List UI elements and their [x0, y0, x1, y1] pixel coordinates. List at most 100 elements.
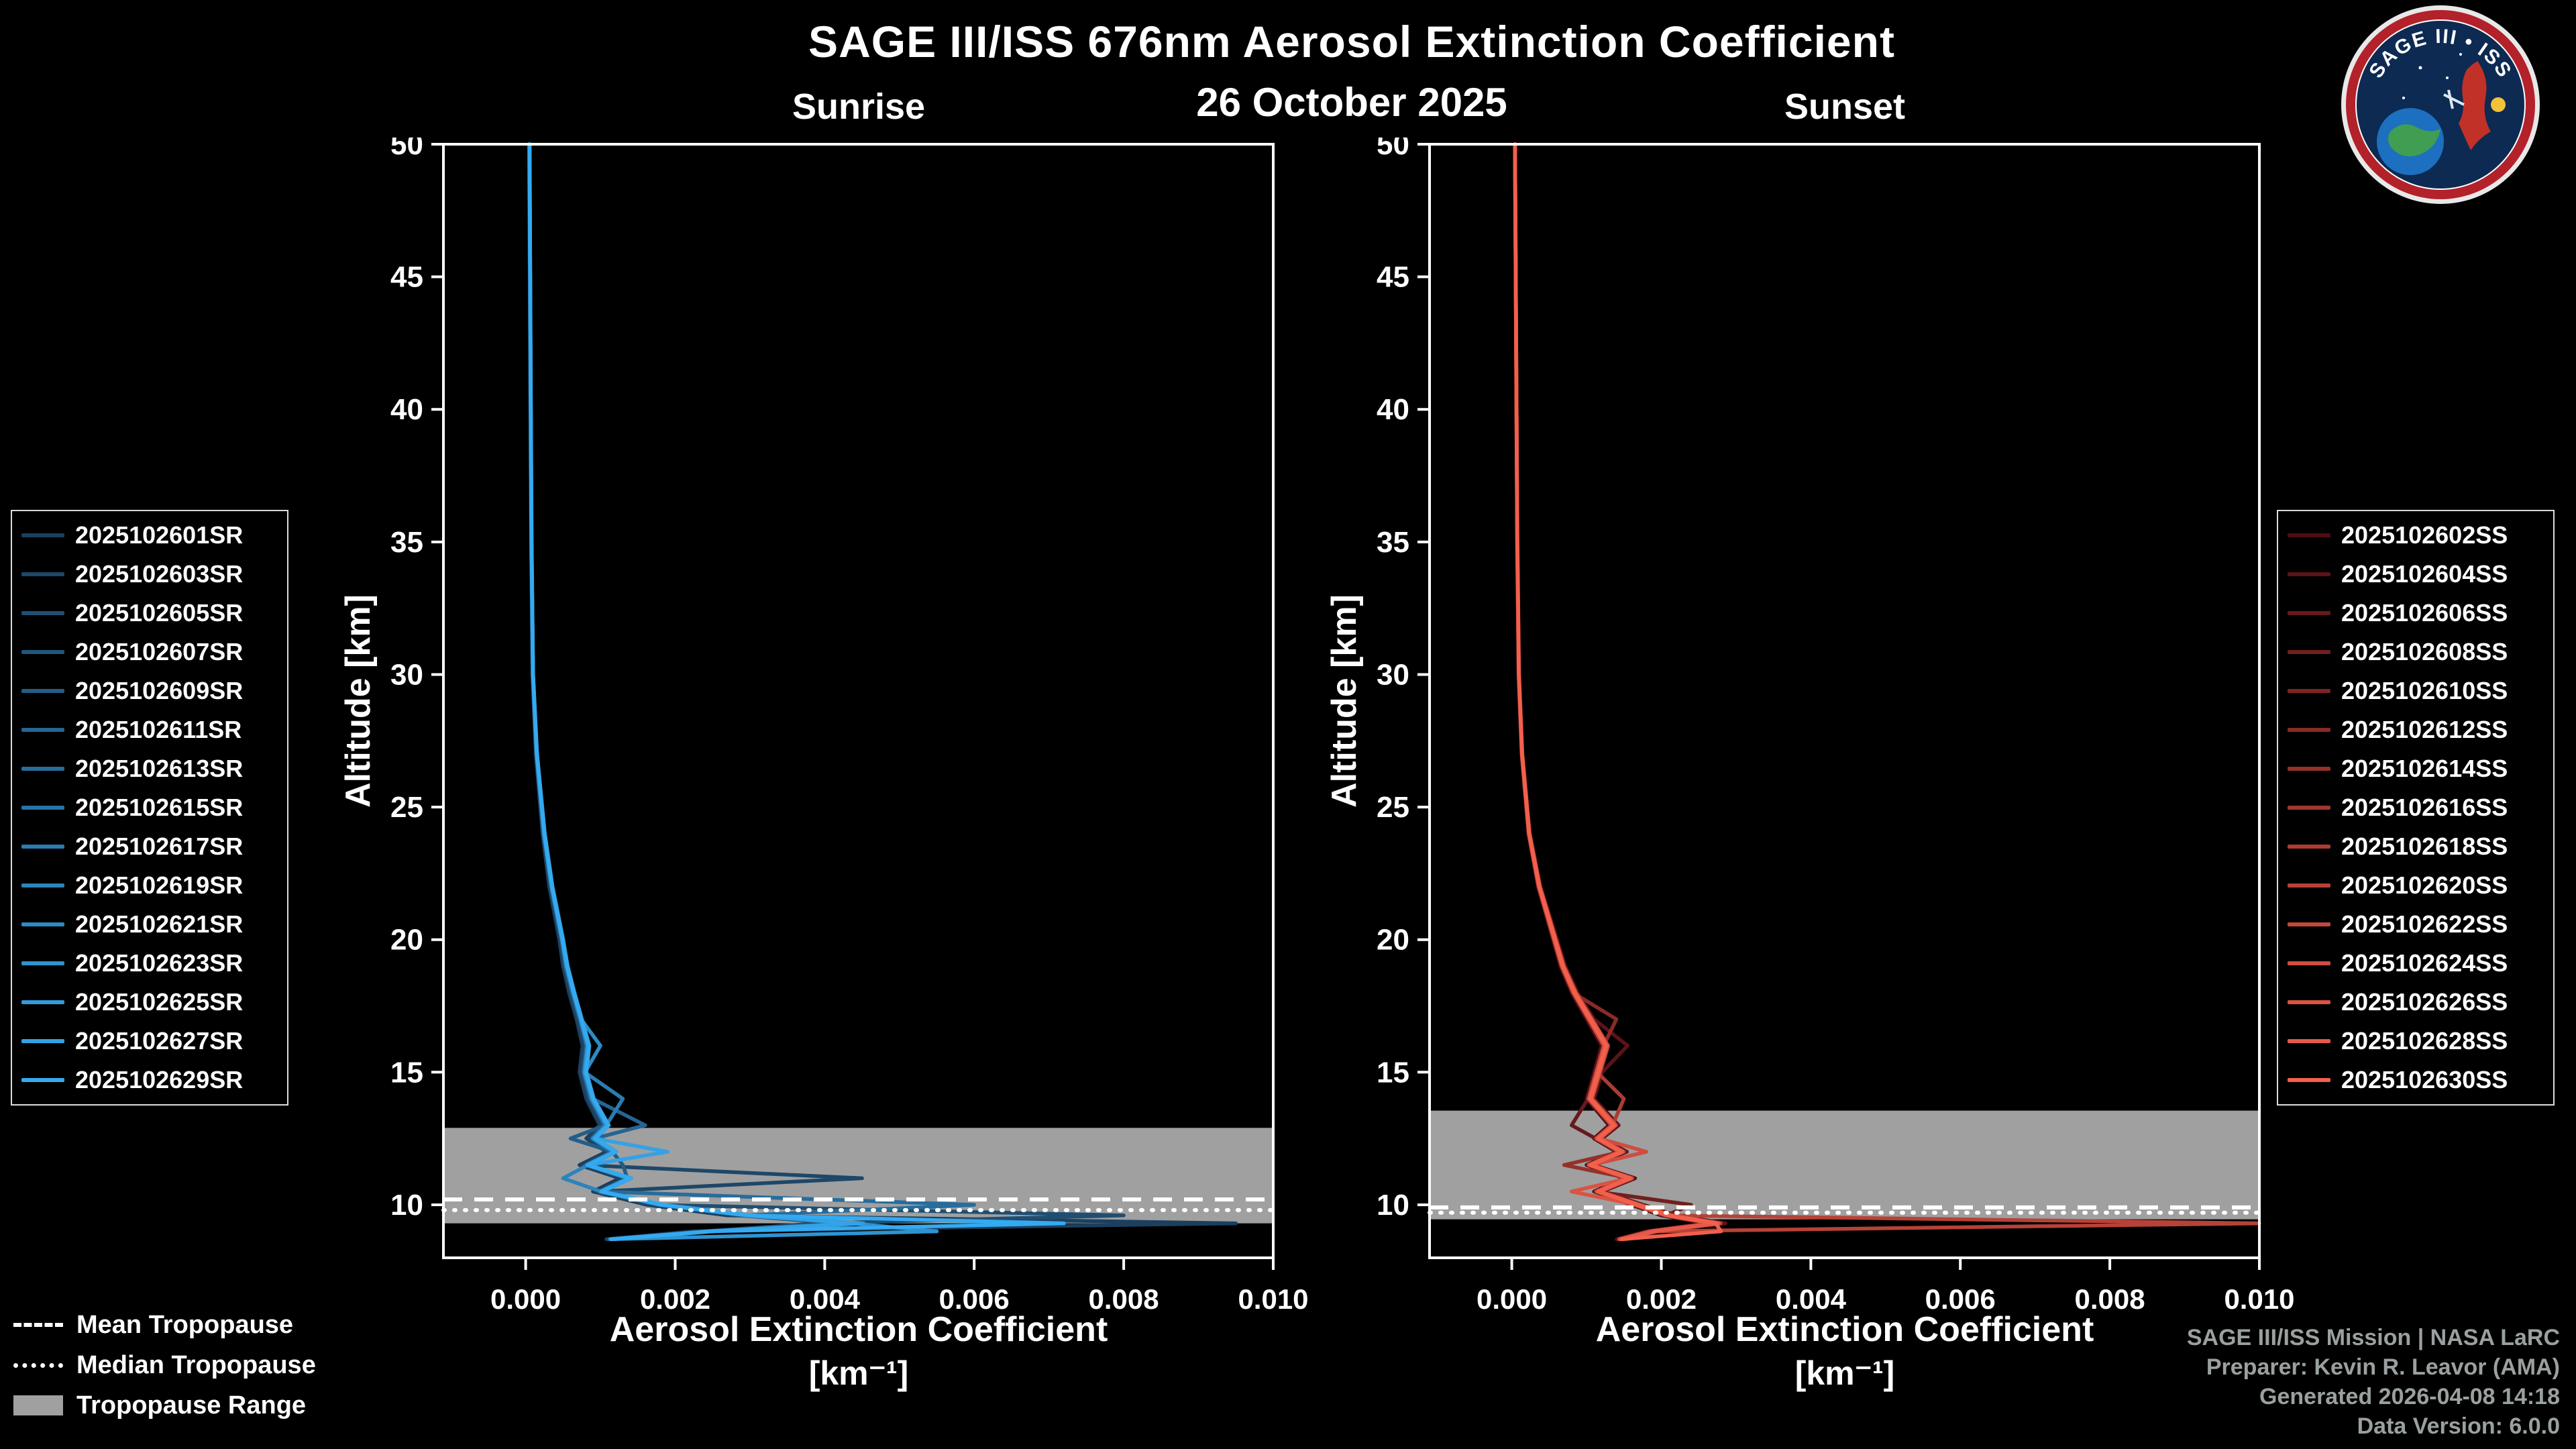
- legend-label: 2025102619SR: [75, 871, 244, 899]
- plot-border: [442, 143, 1275, 1259]
- profile-2025102614SS: [1513, 142, 1717, 1242]
- y-tick-label: 30: [1377, 659, 1409, 692]
- legend-item: 2025102630SS: [2288, 1066, 2544, 1093]
- legend-line-swatch: [21, 572, 64, 576]
- logo-sun: [2491, 97, 2506, 112]
- profile-2025102609SR: [527, 142, 849, 1242]
- gray-band-swatch: [13, 1395, 63, 1415]
- y-tick-label: 50: [390, 138, 423, 161]
- legend-line-swatch: [21, 728, 64, 732]
- legend-line-swatch: [21, 845, 64, 849]
- legend-line-swatch: [21, 650, 64, 654]
- legend-item: 2025102616SS: [2288, 794, 2544, 821]
- profile-2025102628SS: [1513, 142, 1721, 1242]
- profile-2025102618SS: [1513, 142, 1715, 1242]
- sunrise-subtitle: Sunrise: [792, 87, 926, 127]
- legend-line-swatch: [2288, 611, 2330, 615]
- legend-item: 2025102610SS: [2288, 677, 2544, 704]
- profile-2025102616SS: [1513, 142, 1723, 1242]
- legend-label: 2025102615SR: [75, 794, 244, 821]
- legend-label: 2025102628SS: [2341, 1027, 2508, 1055]
- legend-item: 2025102608SS: [2288, 638, 2544, 665]
- sunrise-x-axis-label: Aerosol Extinction Coefficient: [609, 1310, 1108, 1349]
- legend-item: 2025102621SR: [21, 910, 278, 938]
- legend-label: 2025102606SS: [2341, 599, 2508, 627]
- legend-item: 2025102615SR: [21, 794, 278, 821]
- logo-inner-ring: [2355, 19, 2526, 190]
- plot-border: [1428, 143, 2261, 1259]
- legend-item: 2025102628SS: [2288, 1027, 2544, 1055]
- median-tropopause-label: Median Tropopause: [76, 1350, 316, 1379]
- sunrise-chart: 10 15 20 25 30 35 40 45 50 0.000 0.002 0.004 0.006 0.…: [390, 138, 1309, 1315]
- profile-2025102608SS: [1513, 142, 1714, 1242]
- x-tick-label: 0.010: [2224, 1283, 2294, 1315]
- footer-mission-line: SAGE III/ISS Mission | NASA LaRC: [2186, 1325, 2560, 1350]
- y-tick-label: 35: [390, 526, 423, 559]
- y-tick-label: 45: [390, 261, 423, 294]
- x-tick-label: 0.008: [1089, 1283, 1159, 1315]
- legend-label: 2025102610SS: [2341, 677, 2508, 704]
- legend-label: 2025102616SS: [2341, 794, 2508, 821]
- logo-iss: [2443, 89, 2465, 109]
- legend-line-swatch: [21, 1039, 64, 1043]
- legend-line-swatch: [2288, 650, 2330, 654]
- legend-label: 2025102626SS: [2341, 988, 2508, 1016]
- legend-line-swatch: [2288, 1078, 2330, 1082]
- sunset-x-axis-units: [km⁻¹]: [1794, 1354, 1895, 1392]
- legend-line-swatch: [21, 1078, 64, 1082]
- legend-line-swatch: [2288, 1000, 2330, 1004]
- y-tick-label: 25: [390, 791, 423, 824]
- mean-tropopause-label: Mean Tropopause: [76, 1310, 294, 1339]
- tropopause-range-band: [1430, 1110, 2259, 1220]
- legend-label: 2025102613SR: [75, 755, 244, 782]
- profile-2025102610SS: [1513, 142, 1718, 1242]
- legend-label: 2025102630SS: [2341, 1066, 2508, 1093]
- sunrise-y-axis-label: Altitude [km]: [339, 594, 378, 808]
- footer-preparer-line: Preparer: Kevin R. Leavor (AMA): [2206, 1354, 2560, 1380]
- legend-item: 2025102609SR: [21, 677, 278, 704]
- y-tick-label: 30: [390, 659, 423, 692]
- legend-label: 2025102625SR: [75, 988, 244, 1016]
- y-tick-label: 45: [1377, 261, 1409, 294]
- legend-line-swatch: [2288, 767, 2330, 771]
- y-tick-label: 40: [1377, 393, 1409, 426]
- legend-line-swatch: [21, 961, 64, 965]
- y-tick-label: 10: [390, 1189, 423, 1222]
- legend-line-swatch: [2288, 922, 2330, 926]
- footer-data-version-line: Data Version: 6.0.0: [2357, 1413, 2560, 1439]
- logo-sol-figure: [2459, 61, 2491, 150]
- profile-2025102626SS: [1513, 142, 1717, 1242]
- figure-title: SAGE III/ISS 676nm Aerosol Extinction Co…: [808, 17, 1895, 66]
- figure-date: 26 October 2025: [1196, 80, 1507, 125]
- profile-2025102606SS: [1513, 142, 1712, 1242]
- x-tick-label: 0.004: [1776, 1283, 1847, 1315]
- profile-2025102604SS: [1513, 142, 1728, 1242]
- legend-line-swatch: [2288, 572, 2330, 576]
- y-tick-label: 10: [1377, 1189, 1409, 1222]
- x-tick-label: 0.002: [640, 1283, 710, 1315]
- legend-line-swatch: [2288, 883, 2330, 888]
- legend-label: 2025102609SR: [75, 677, 244, 704]
- x-tick-label: 0.008: [2075, 1283, 2145, 1315]
- legend-item: 2025102612SS: [2288, 716, 2544, 743]
- legend-item: 2025102629SR: [21, 1066, 278, 1093]
- y-tick-label: 15: [1377, 1056, 1409, 1089]
- legend-line-swatch: [21, 1000, 64, 1004]
- tropopause-legend: Mean Tropopause Median Tropopause Tropop…: [13, 1309, 316, 1421]
- legend-line-swatch: [21, 806, 64, 810]
- legend-label: 2025102602SS: [2341, 521, 2508, 549]
- legend-label: 2025102623SR: [75, 949, 244, 977]
- footer-generated-line: Generated 2026-04-08 14:18: [2259, 1384, 2560, 1409]
- y-tick-label: 35: [1377, 526, 1409, 559]
- y-tick-label: 40: [390, 393, 423, 426]
- y-tick-label: 15: [390, 1056, 423, 1089]
- legend-label: 2025102607SR: [75, 638, 244, 665]
- legend-line-swatch: [2288, 1039, 2330, 1043]
- x-tick-label: 0.004: [790, 1283, 861, 1315]
- dotted-line-swatch: [13, 1362, 63, 1368]
- legend-item: 2025102601SR: [21, 521, 278, 549]
- legend-label: 2025102620SS: [2341, 871, 2508, 899]
- legend-line-swatch: [2288, 689, 2330, 693]
- sunset-chart: 10 15 20 25 30 35 40 45 50 0.000 0.002 0.004 0.006 0.…: [1377, 138, 2295, 1315]
- profile-2025102624SS: [1513, 142, 1721, 1242]
